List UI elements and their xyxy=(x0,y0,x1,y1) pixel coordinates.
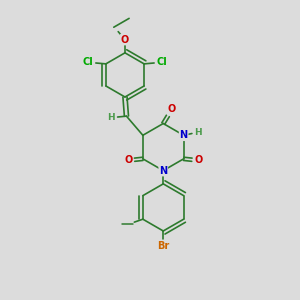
Text: O: O xyxy=(194,155,202,165)
Text: N: N xyxy=(180,130,188,140)
Text: Cl: Cl xyxy=(82,57,93,68)
Text: H: H xyxy=(107,113,115,122)
Text: H: H xyxy=(195,128,202,137)
Text: Br: Br xyxy=(157,241,170,251)
Text: O: O xyxy=(167,104,175,114)
Text: O: O xyxy=(121,34,129,45)
Text: Cl: Cl xyxy=(157,57,168,68)
Text: O: O xyxy=(124,155,132,165)
Text: N: N xyxy=(159,166,167,176)
